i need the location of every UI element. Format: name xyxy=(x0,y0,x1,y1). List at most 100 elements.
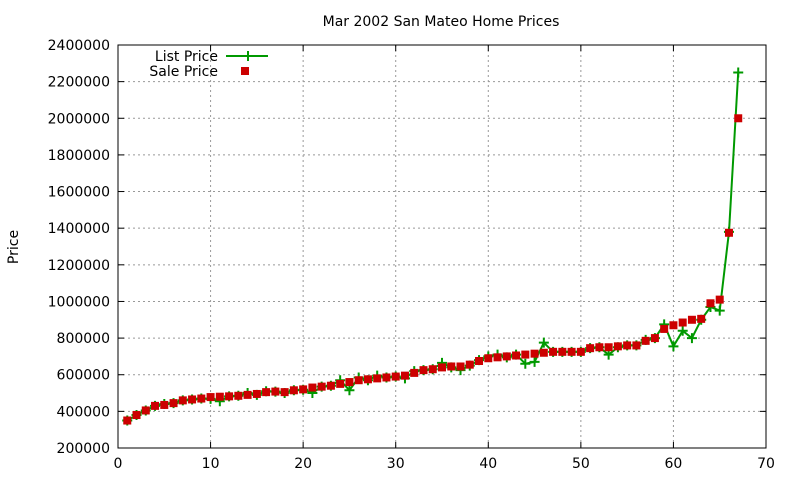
list-price-point xyxy=(686,333,697,344)
x-tick-label: 50 xyxy=(572,456,590,472)
sale-price-point xyxy=(604,343,613,352)
sale-price-point xyxy=(595,343,604,352)
sale-price-point xyxy=(697,314,706,323)
sale-price-point xyxy=(225,392,234,401)
sale-price-point xyxy=(632,341,641,350)
sale-price-point xyxy=(188,395,197,404)
sale-price-point xyxy=(724,228,733,237)
list-price-point xyxy=(344,385,355,396)
sale-price-point xyxy=(521,350,530,359)
list-price-point xyxy=(677,325,688,336)
list-price-point xyxy=(529,356,540,367)
sale-price-point xyxy=(363,375,372,384)
sale-price-point xyxy=(178,396,187,405)
sale-price-point xyxy=(271,387,280,396)
x-tick-label: 20 xyxy=(294,456,312,472)
y-tick-label: 1400000 xyxy=(48,221,110,237)
sale-price-point xyxy=(502,352,511,361)
sale-price-point xyxy=(539,348,548,357)
sale-price-point xyxy=(586,344,595,353)
legend: List Price Sale Price xyxy=(149,49,268,80)
x-tick-label: 60 xyxy=(665,456,683,472)
sale-price-point xyxy=(373,374,382,383)
legend-label-list-price: List Price xyxy=(155,49,218,65)
sale-price-point xyxy=(558,347,567,356)
list-price-point xyxy=(520,358,531,369)
grid-lines xyxy=(118,45,766,448)
sale-price-point xyxy=(641,336,650,345)
legend-marker-sale-price xyxy=(241,67,249,75)
y-tick-label: 800000 xyxy=(57,331,110,347)
sale-price-point xyxy=(243,390,252,399)
sale-price-point xyxy=(234,391,243,400)
sale-price-point xyxy=(549,347,558,356)
sale-price-point xyxy=(484,354,493,363)
sale-price-point xyxy=(465,360,474,369)
y-tick-label: 1000000 xyxy=(48,294,110,310)
sale-price-point xyxy=(160,400,169,409)
sale-price-point xyxy=(197,394,206,403)
sale-price-point xyxy=(660,324,669,333)
sale-price-point xyxy=(734,114,743,123)
sale-price-point xyxy=(206,393,215,402)
x-tick-label: 40 xyxy=(479,456,497,472)
list-price-point xyxy=(733,67,744,78)
list-price-point xyxy=(668,341,679,352)
sale-price-point xyxy=(687,315,696,324)
sale-price-point xyxy=(512,351,521,360)
sale-price-point xyxy=(280,388,289,397)
sale-price-point xyxy=(326,381,335,390)
sale-price-point xyxy=(169,399,178,408)
legend-marker-list-price xyxy=(243,51,253,61)
sale-price-point xyxy=(215,392,224,401)
legend-label-sale-price: Sale Price xyxy=(149,64,218,80)
sale-price-point xyxy=(141,406,150,415)
y-tick-label: 1800000 xyxy=(48,148,110,164)
sale-price-point xyxy=(530,349,539,358)
sale-price-point xyxy=(669,321,678,330)
sale-price-point xyxy=(262,388,271,397)
sale-price-point xyxy=(715,295,724,304)
sale-price-point xyxy=(317,382,326,391)
sale-price-point xyxy=(123,416,132,425)
x-tick-label: 0 xyxy=(114,456,123,472)
sale-price-point xyxy=(382,373,391,382)
sale-price-point xyxy=(391,372,400,381)
plot-border xyxy=(117,44,767,449)
sale-price-point xyxy=(419,366,428,375)
x-tick-label: 70 xyxy=(757,456,775,472)
sale-price-point xyxy=(706,299,715,308)
sale-price-point xyxy=(438,363,446,372)
sale-price-point xyxy=(493,353,502,362)
x-axis: 0 10 20 30 40 50 60 70 xyxy=(114,45,775,472)
sale-price-point xyxy=(456,362,465,371)
y-tick-label: 600000 xyxy=(57,368,110,384)
sale-price-point xyxy=(252,389,261,398)
sale-price-point xyxy=(613,342,622,351)
list-price-point xyxy=(714,305,725,316)
sale-price-point xyxy=(400,371,409,380)
sale-price-point xyxy=(151,401,160,410)
sale-price-point xyxy=(447,362,456,371)
sale-price-point xyxy=(299,385,308,394)
sale-price-point xyxy=(410,368,419,377)
y-tick-label: 2200000 xyxy=(48,75,110,91)
x-tick-label: 10 xyxy=(202,456,220,472)
x-tick-label: 30 xyxy=(387,456,405,472)
sale-price-point xyxy=(623,341,632,350)
sale-price-point xyxy=(650,334,659,343)
y-tick-label: 2000000 xyxy=(48,111,110,127)
sale-price-point xyxy=(567,347,576,356)
sale-price-point xyxy=(354,376,363,385)
sale-price-point xyxy=(678,318,687,327)
sale-price-point xyxy=(576,347,585,356)
sale-price-point xyxy=(132,411,141,420)
y-tick-label: 1600000 xyxy=(48,185,110,201)
chart-title: Mar 2002 San Mateo Home Prices xyxy=(323,14,560,30)
sale-price-point xyxy=(336,379,345,388)
y-tick-label: 400000 xyxy=(57,404,110,420)
y-tick-label: 2400000 xyxy=(48,38,110,54)
sale-price-point xyxy=(345,378,354,387)
sale-price-point xyxy=(475,356,484,365)
